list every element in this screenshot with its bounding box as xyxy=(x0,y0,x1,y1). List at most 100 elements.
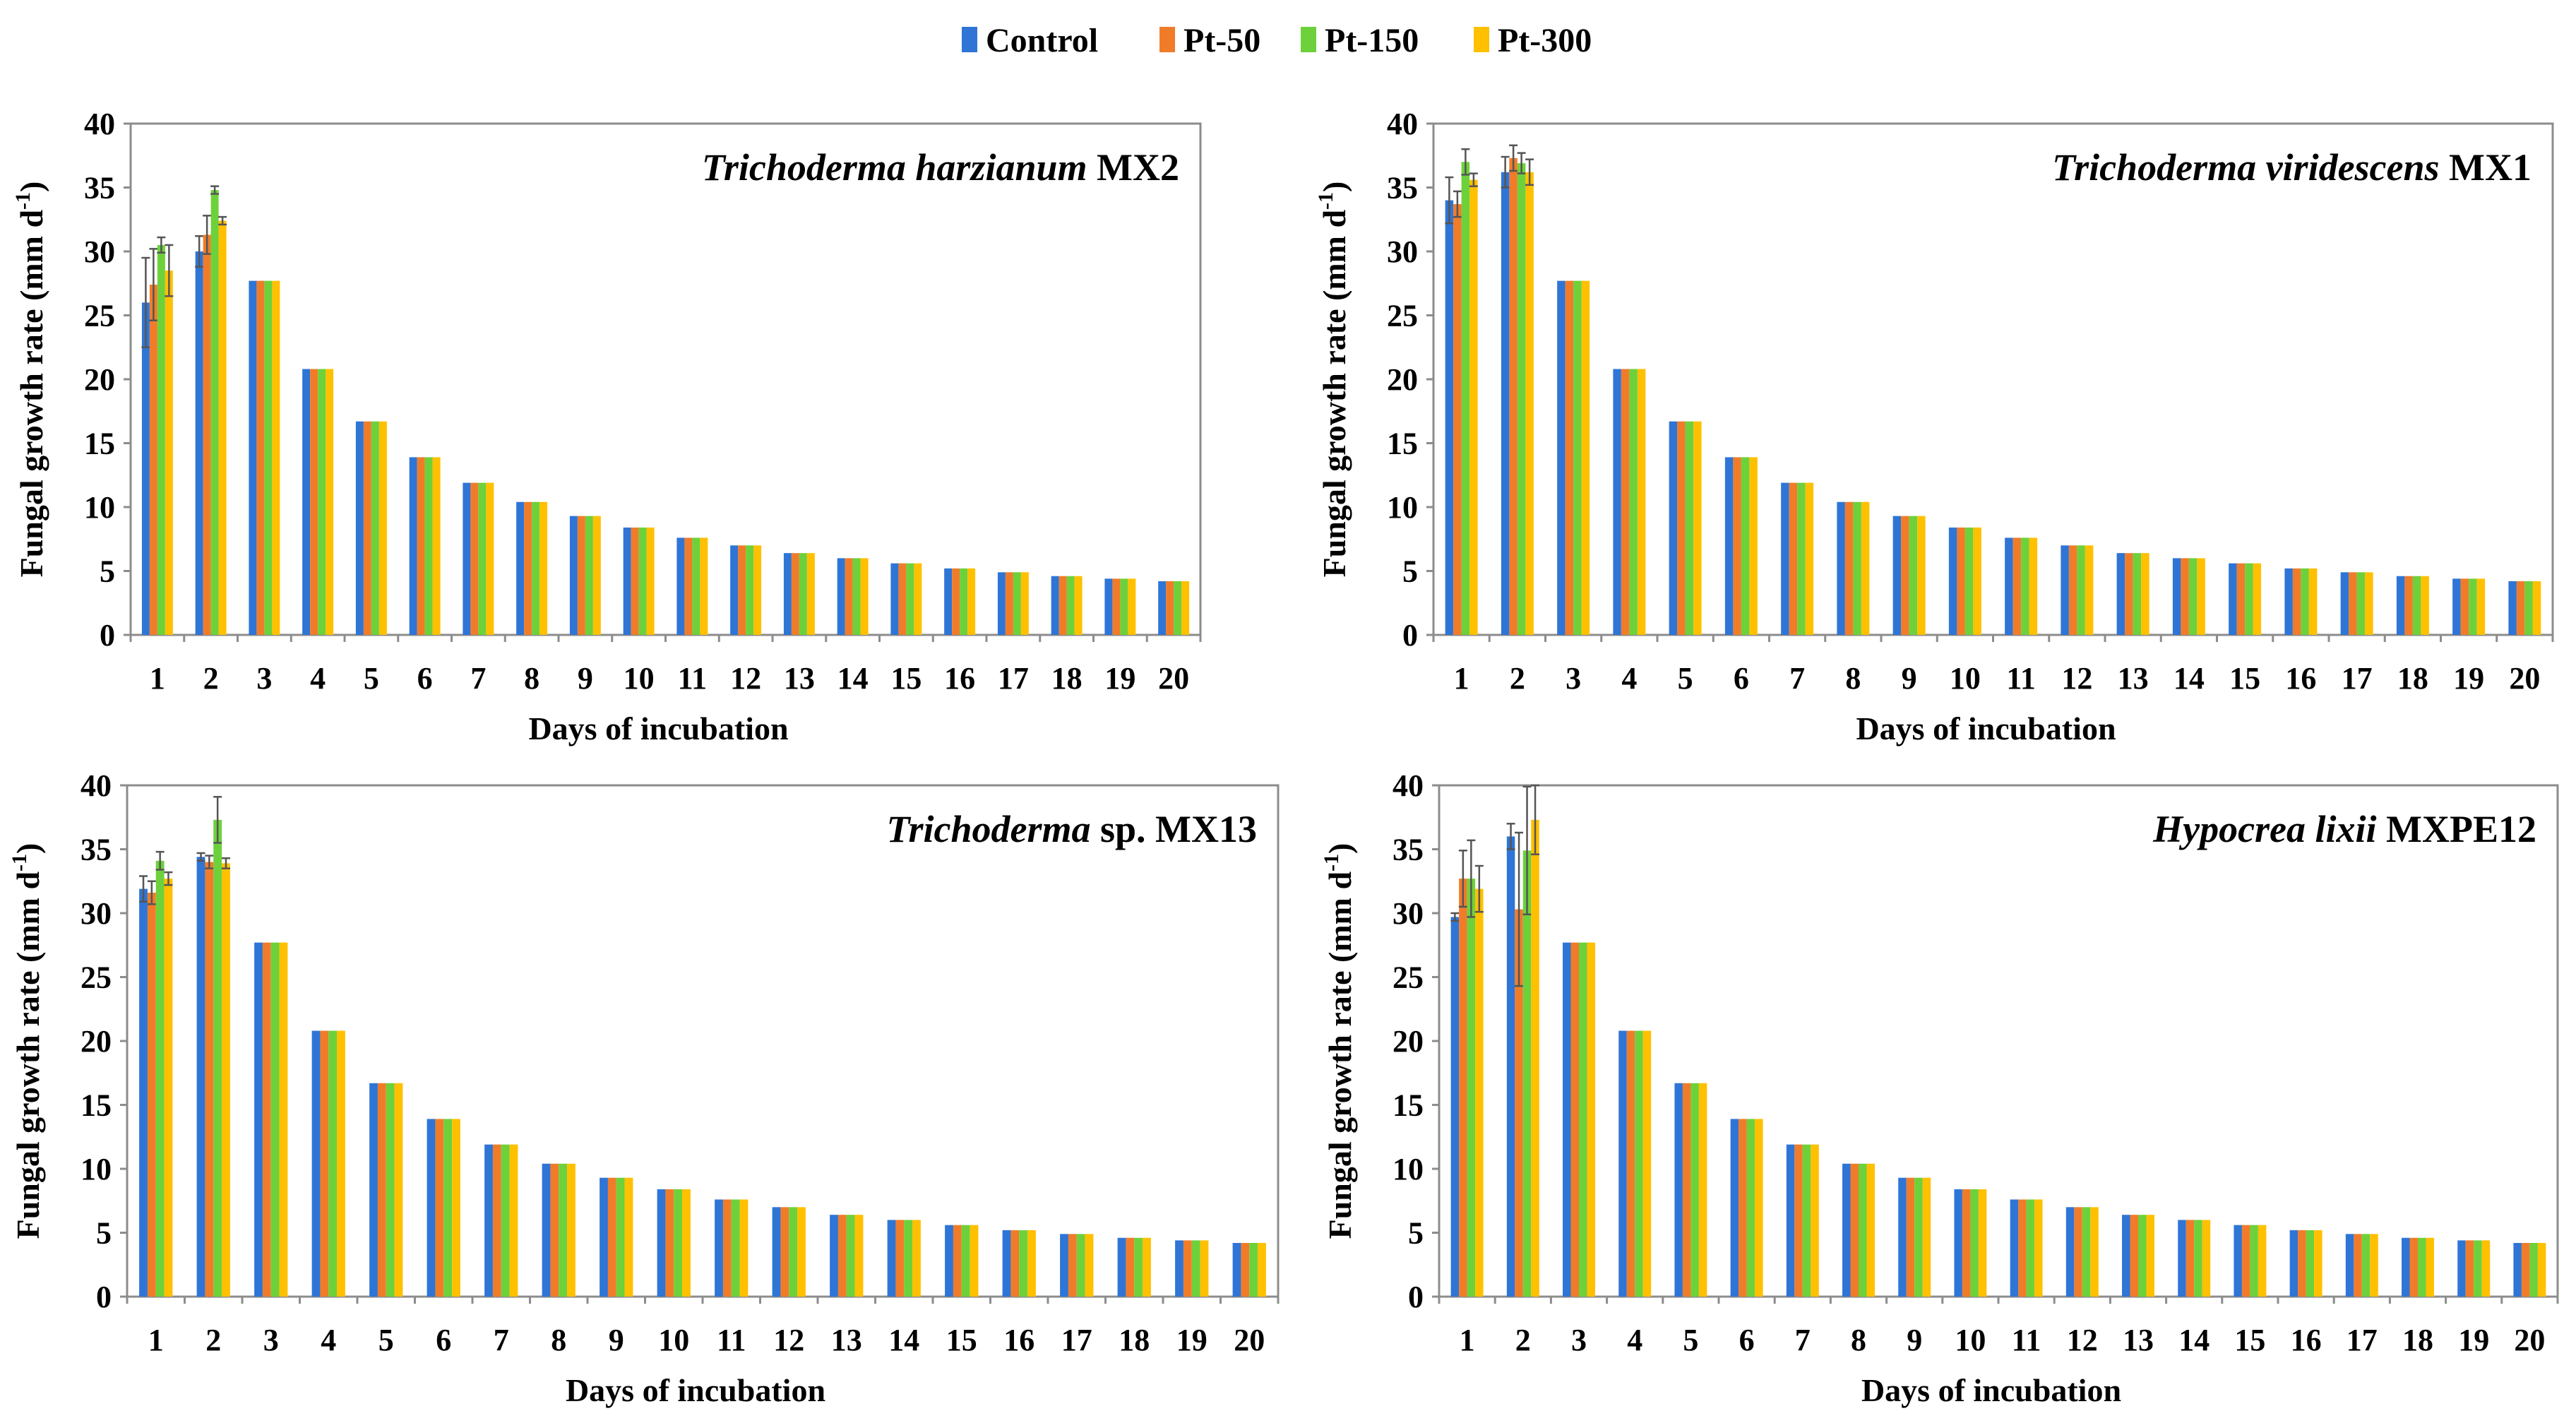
bar-pt-300-day-20 xyxy=(2532,581,2541,635)
bar-pt-50-day-14 xyxy=(2186,1220,2195,1297)
bar-pt-300-day-17 xyxy=(2370,1234,2378,1297)
bar-pt-50-day-11 xyxy=(684,537,693,635)
x-tick-label: 1 xyxy=(1460,1323,1475,1357)
x-tick-label: 6 xyxy=(417,661,433,696)
bar-pt-150-day-7 xyxy=(1802,1144,1811,1297)
bar-control-day-13 xyxy=(830,1215,838,1297)
bar-pt-300-day-15 xyxy=(970,1225,979,1297)
bar-pt-300-day-20 xyxy=(1181,581,1190,635)
bar-pt-50-day-15 xyxy=(2236,563,2246,635)
bar-pt-300-day-19 xyxy=(2476,578,2486,635)
bar-pt-150-day-13 xyxy=(2133,553,2142,635)
x-tick-label: 8 xyxy=(524,661,539,696)
bar-pt-150-day-5 xyxy=(371,421,379,635)
bar-control-day-3 xyxy=(1557,280,1566,635)
bar-pt-150-day-13 xyxy=(799,553,807,635)
bar-pt-50-day-14 xyxy=(845,558,853,635)
bar-pt-300-day-15 xyxy=(914,563,922,635)
y-tick-label: 40 xyxy=(1387,107,1418,141)
bar-pt-50-day-13 xyxy=(837,1215,847,1297)
bar-pt-50-day-6 xyxy=(435,1119,444,1297)
x-tick-label: 4 xyxy=(321,1323,336,1357)
bar-control-day-13 xyxy=(2116,553,2125,635)
bar-pt-150-day-19 xyxy=(1191,1240,1200,1297)
bar-pt-50-day-11 xyxy=(722,1199,732,1297)
y-tick-label: 15 xyxy=(80,1088,112,1123)
bar-pt-50-day-16 xyxy=(2292,568,2301,635)
bar-pt-150-day-14 xyxy=(904,1220,913,1297)
bar-pt-50-day-16 xyxy=(2298,1230,2306,1297)
bar-pt-50-day-8 xyxy=(524,501,532,635)
x-tick-label: 18 xyxy=(2397,661,2428,696)
x-tick-label: 15 xyxy=(946,1323,977,1357)
x-tick-label: 9 xyxy=(578,661,593,696)
bar-pt-300-day-14 xyxy=(860,558,869,635)
x-tick-label: 14 xyxy=(837,661,869,696)
bar-control-day-20 xyxy=(1158,581,1167,635)
y-axis-title-text: Fungal growth rate (mm d xyxy=(13,210,49,578)
bar-control-day-18 xyxy=(2402,1237,2410,1297)
legend-swatch-pt-150 xyxy=(1301,27,1316,52)
x-tick-label: 7 xyxy=(1789,661,1805,696)
bar-control-day-1 xyxy=(141,302,150,635)
plot-frame xyxy=(1438,784,2559,1298)
bar-pt-50-day-14 xyxy=(895,1220,905,1297)
bar-pt-150-day-8 xyxy=(1853,501,1861,635)
bar-control-day-14 xyxy=(2178,1220,2186,1297)
bar-control-day-20 xyxy=(1232,1242,1241,1297)
x-axis-title: Days of incubation xyxy=(1856,710,2116,746)
bar-pt-50-day-11 xyxy=(2012,537,2022,635)
bar-control-day-4 xyxy=(1618,1030,1627,1297)
x-tick-label: 18 xyxy=(1051,661,1083,696)
y-tick-label: 40 xyxy=(84,107,115,141)
x-tick-label: 8 xyxy=(551,1323,566,1357)
bar-pt-150-day-11 xyxy=(731,1199,740,1297)
bar-pt-150-day-4 xyxy=(1629,369,1638,635)
bar-pt-300-day-7 xyxy=(1811,1144,1819,1297)
bar-pt-300-day-5 xyxy=(1698,1083,1707,1297)
bar-pt-300-day-14 xyxy=(2197,558,2205,635)
bar-pt-50-day-13 xyxy=(791,553,799,635)
bar-pt-50-day-5 xyxy=(1682,1083,1691,1297)
y-axis-title-superscript: -1 xyxy=(1320,854,1343,871)
y-tick-label: 0 xyxy=(1402,618,1418,653)
bar-pt-300-day-14 xyxy=(2202,1220,2211,1297)
bar-pt-300-day-13 xyxy=(2141,553,2149,635)
y-tick-label: 15 xyxy=(84,427,115,461)
bar-pt-300-day-15 xyxy=(2253,563,2262,635)
x-tick-label: 12 xyxy=(2067,1323,2098,1357)
bar-control-day-20 xyxy=(2513,1242,2522,1297)
x-tick-label: 13 xyxy=(784,661,815,696)
bar-pt-50-day-12 xyxy=(2068,545,2077,635)
bar-pt-50-day-13 xyxy=(2130,1215,2138,1297)
x-tick-label: 14 xyxy=(2174,661,2205,696)
x-tick-label: 18 xyxy=(1119,1323,1150,1357)
bar-control-day-17 xyxy=(2345,1234,2354,1297)
x-tick-label: 20 xyxy=(2509,661,2540,696)
bar-pt-150-day-10 xyxy=(1964,527,1974,635)
bar-pt-300-day-10 xyxy=(682,1189,691,1297)
bar-pt-150-day-7 xyxy=(501,1144,510,1297)
bar-control-day-3 xyxy=(1563,942,1571,1297)
y-tick-label: 25 xyxy=(1387,299,1418,333)
panel-title: Hypocrea lixii MXPE12 xyxy=(2152,808,2536,850)
x-tick-label: 17 xyxy=(2342,661,2373,696)
bar-control-day-19 xyxy=(2457,1240,2466,1297)
bar-pt-150-day-18 xyxy=(1066,576,1075,635)
bar-pt-300-day-2 xyxy=(1531,819,1539,1297)
x-tick-label: 9 xyxy=(1907,1323,1922,1357)
bar-pt-150-day-12 xyxy=(789,1207,798,1297)
bar-control-day-9 xyxy=(600,1177,608,1297)
x-tick-label: 2 xyxy=(1510,661,1525,696)
legend-label-pt-300: Pt-300 xyxy=(1498,22,1592,59)
bar-control-day-13 xyxy=(2122,1215,2130,1297)
bar-control-day-7 xyxy=(1781,482,1789,635)
y-tick-label: 10 xyxy=(1387,490,1418,525)
bar-pt-150-day-6 xyxy=(1746,1119,1755,1297)
panel-title: Trichoderma sp. MX13 xyxy=(887,808,1258,850)
panel-title-strain: MX1 xyxy=(2440,146,2532,189)
bar-pt-50-day-8 xyxy=(550,1163,559,1297)
bar-control-day-6 xyxy=(409,457,417,635)
